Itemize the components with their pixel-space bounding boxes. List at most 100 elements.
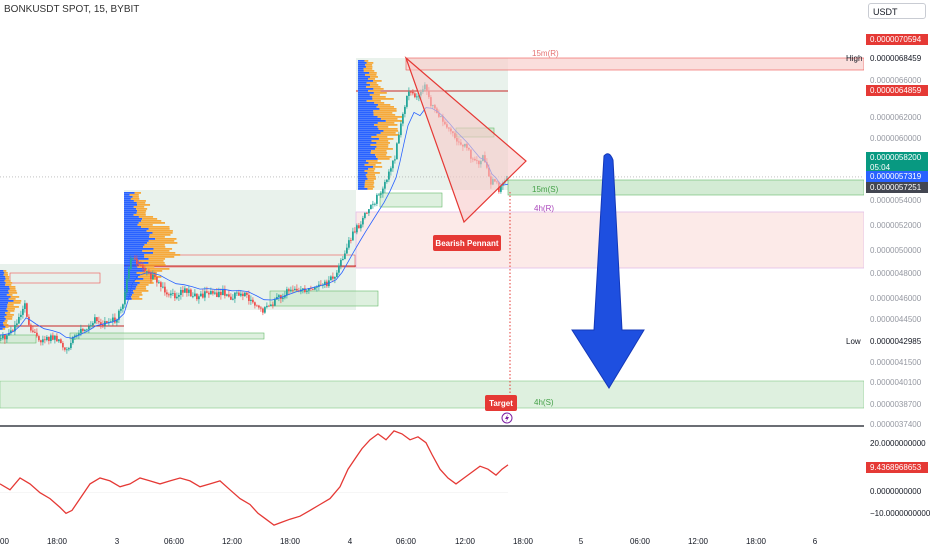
volume-profile-bar [141,220,162,222]
candle-body [330,276,332,281]
volume-profile-bar [0,310,8,312]
candle-body [184,288,186,293]
volume-profile-bar [370,152,388,154]
volume-profile-bar [124,294,133,296]
volume-profile-bar [5,318,13,320]
volume-profile-bar [377,104,391,106]
candle-body [110,321,112,323]
volume-profile-bar [13,300,22,302]
volume-profile-bar [366,82,377,84]
volume-profile-bar [124,284,138,286]
volume-profile-bar [358,188,368,190]
volume-profile-bar [364,164,376,166]
volume-profile-bar [8,290,17,292]
candle-body [266,305,268,308]
lightning-icon[interactable] [501,412,513,424]
candle-body [242,293,244,296]
candle-body [382,188,384,194]
volume-profile-bar [124,192,135,194]
candle-body [306,290,308,292]
candle-body [182,289,184,293]
candle-body [358,225,360,229]
candle-body [278,295,280,297]
candle-body [194,293,196,297]
volume-profile-bar [372,96,386,98]
zone-label-4h-r: 4h(R) [534,204,554,213]
candle-body [222,289,224,296]
volume-profile-bar [124,296,132,298]
volume-profile-bar [124,224,138,226]
volume-profile-bar [124,282,140,284]
candle-body [180,289,182,296]
candle-body [238,292,240,296]
zone-old-demand [0,334,37,344]
volume-profile-bar [124,222,139,224]
volume-profile-bar [0,328,3,330]
candle-body [398,135,400,144]
volume-profile-bar [358,132,381,134]
price-badge-bg [866,152,928,173]
volume-profile-bar [136,208,148,210]
candle-body [230,296,232,300]
candle-body [264,307,266,313]
volume-profile-bar [373,166,383,168]
volume-profile-bar [367,188,373,190]
volume-profile-bar [136,286,146,288]
volume-profile-bar [358,136,372,138]
volume-profile-bar [124,286,137,288]
volume-profile-bar [369,72,377,74]
price-axis-tick: 0.0000041500 [870,358,922,367]
candle-body [376,194,378,204]
candle-body [190,289,192,297]
candle-body [64,347,66,350]
candle-body [160,282,162,287]
candle-body [72,337,74,343]
candle-body [20,314,22,317]
volume-profile-bar [358,152,371,154]
volume-profile-bar [358,106,377,108]
volume-profile-bar [124,246,144,248]
volume-profile-bar [148,258,166,260]
candle-body [292,289,294,291]
candle-body [164,286,166,293]
volume-profile-bar [358,164,365,166]
price-axis-tick: 0.0000066000 [870,76,922,85]
candle-body [122,304,124,309]
volume-profile-bar [124,268,147,270]
candle-body [114,317,116,323]
candle-body [406,95,408,107]
volume-profile-bar [358,130,384,132]
volume-profile-bar [358,82,367,84]
volume-profile-bar [10,296,20,298]
candle-body [12,330,14,332]
volume-profile-bar [124,196,133,198]
volume-profile-bar [371,136,388,138]
volume-profile-bar [124,288,136,290]
candle-body [402,113,404,124]
candle-body [168,294,170,296]
candle-body [282,297,284,299]
candle-body [82,328,84,331]
volume-profile-bar [124,194,130,196]
volume-profile-bar [0,284,6,286]
volume-profile-bar [140,274,157,276]
volume-profile-bar [147,242,178,244]
volume-profile-bar [373,92,387,94]
candle-body [356,225,358,233]
currency-selector[interactable]: USDT [868,3,926,19]
volume-profile-bar [377,158,390,160]
zone-15m-resistance [405,57,865,71]
volume-profile-bar [0,296,11,298]
price-axis-tick: 0.0000046000 [870,294,922,303]
volume-profile-bar [0,304,8,306]
volume-profile-bar [364,184,374,186]
candle-body [336,272,338,278]
volume-profile-bar [124,276,139,278]
volume-profile-bar [367,90,381,92]
candle-body [310,288,312,289]
volume-profile-bar [366,160,378,162]
candle-body [140,264,142,266]
candle-body [348,240,350,248]
candle-body [272,304,274,306]
